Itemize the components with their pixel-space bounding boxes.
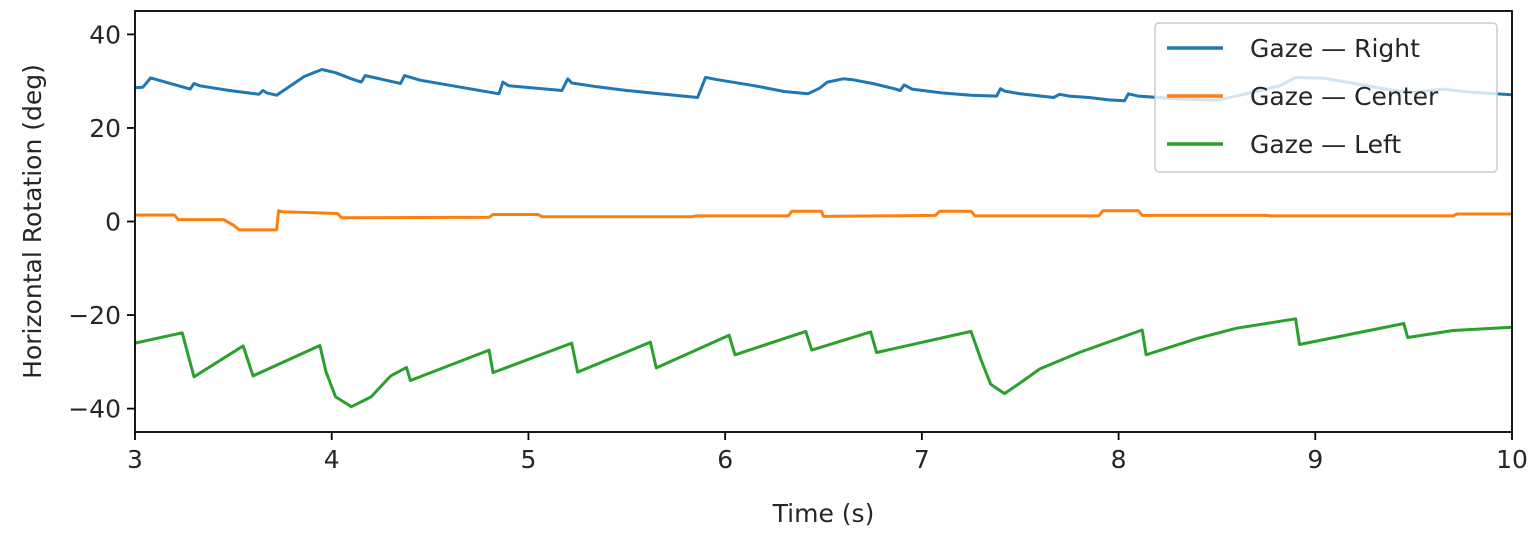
x-axis: 3 4 5 6 7 8 9 10 — [127, 432, 1528, 474]
x-tick-label: 8 — [1111, 445, 1127, 474]
x-tick-label: 7 — [914, 445, 930, 474]
x-tick-label: 6 — [717, 445, 733, 474]
x-tick-label: 4 — [324, 445, 340, 474]
series-line-3 — [134, 317, 1513, 409]
y-tick-label: 0 — [105, 208, 121, 237]
y-tick-label: 40 — [89, 20, 121, 49]
x-tick-label: 10 — [1496, 445, 1528, 474]
legend-box — [1154, 22, 1498, 173]
y-axis: −40 −20 0 20 40 — [68, 20, 135, 424]
y-axis-title: Horizontal Rotation (deg) — [18, 64, 47, 379]
y-tick-label: 20 — [89, 114, 121, 143]
x-tick-label: 9 — [1307, 445, 1323, 474]
x-tick-label: 3 — [127, 445, 143, 474]
legend-label: Gaze — Left — [1250, 130, 1401, 159]
legend: Gaze — Right Gaze — Center Gaze — Left — [1154, 22, 1498, 173]
legend-label: Gaze — Right — [1250, 34, 1420, 63]
legend-label: Gaze — Center — [1250, 82, 1439, 111]
x-axis-title: Time (s) — [772, 499, 875, 528]
y-tick-label: −40 — [68, 395, 121, 424]
x-tick-label: 5 — [520, 445, 536, 474]
series-line-2 — [135, 209, 1512, 232]
y-tick-label: −20 — [68, 301, 121, 330]
